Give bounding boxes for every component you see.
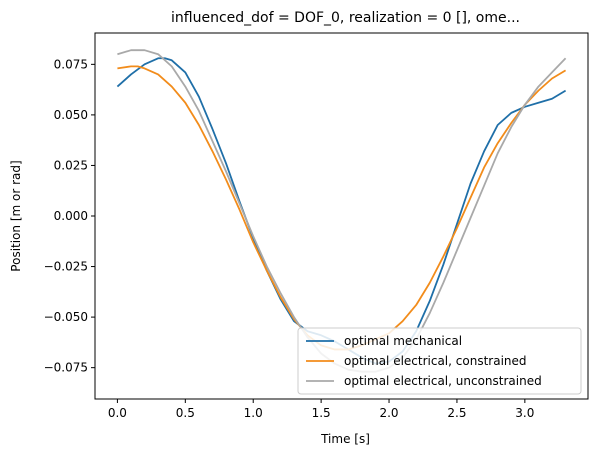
chart-title: influenced_dof = DOF_0, realization = 0 … — [171, 10, 520, 26]
y-tick-label: −0.025 — [44, 260, 88, 274]
legend-label: optimal electrical, unconstrained — [344, 374, 542, 388]
y-axis: −0.075 −0.050 −0.025 0.000 0.025 0.050 0.075 — [44, 57, 95, 375]
x-tick-label: 1.5 — [312, 406, 331, 420]
legend: optimal mechanical optimal electrical, co… — [297, 327, 582, 395]
x-tick-label: 2.5 — [447, 406, 466, 420]
x-tick-label: 3.0 — [515, 406, 534, 420]
x-tick-label: 0.5 — [176, 406, 195, 420]
x-tick-label: 0.0 — [108, 406, 127, 420]
legend-box — [297, 327, 582, 395]
y-tick-label: 0.025 — [54, 158, 88, 172]
y-tick-label: 0.075 — [54, 57, 88, 71]
x-axis: 0.0 0.5 1.0 1.5 2.0 2.5 3.0 — [108, 399, 534, 420]
y-tick-label: 0.000 — [54, 209, 88, 223]
y-axis-label: Position [m or rad] — [9, 160, 23, 271]
legend-label: optimal electrical, constrained — [344, 354, 527, 368]
x-tick-label: 1.0 — [244, 406, 263, 420]
y-tick-label: −0.050 — [44, 310, 88, 324]
y-tick-label: −0.075 — [44, 361, 88, 375]
x-axis-label: Time [s] — [320, 432, 370, 446]
y-tick-label: 0.050 — [54, 108, 88, 122]
legend-label: optimal mechanical — [344, 334, 462, 348]
x-tick-label: 2.0 — [379, 406, 398, 420]
